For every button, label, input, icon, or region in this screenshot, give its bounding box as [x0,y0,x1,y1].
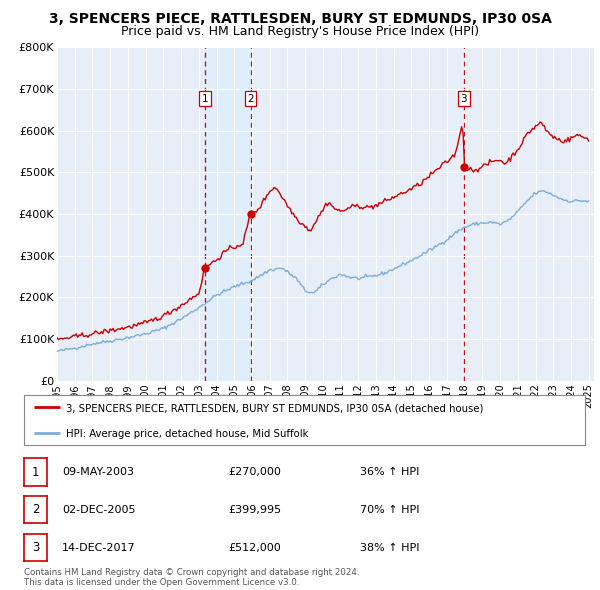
Text: 38% ↑ HPI: 38% ↑ HPI [360,543,419,552]
Text: 70% ↑ HPI: 70% ↑ HPI [360,505,419,514]
Text: HPI: Average price, detached house, Mid Suffolk: HPI: Average price, detached house, Mid … [66,430,308,440]
Text: 1: 1 [202,94,208,104]
Text: £512,000: £512,000 [228,543,281,552]
Text: Contains HM Land Registry data © Crown copyright and database right 2024.
This d: Contains HM Land Registry data © Crown c… [24,568,359,587]
Text: 02-DEC-2005: 02-DEC-2005 [62,505,136,514]
Text: 3: 3 [460,94,467,104]
Text: £270,000: £270,000 [228,467,281,477]
Text: 3, SPENCERS PIECE, RATTLESDEN, BURY ST EDMUNDS, IP30 0SA: 3, SPENCERS PIECE, RATTLESDEN, BURY ST E… [49,12,551,26]
Bar [205,47,251,381]
Text: £399,995: £399,995 [228,505,281,514]
Text: 2: 2 [32,503,39,516]
Text: 3, SPENCERS PIECE, RATTLESDEN, BURY ST EDMUNDS, IP30 0SA (detached house): 3, SPENCERS PIECE, RATTLESDEN, BURY ST E… [66,404,484,414]
Text: 14-DEC-2017: 14-DEC-2017 [62,543,136,552]
Text: Price paid vs. HM Land Registry's House Price Index (HPI): Price paid vs. HM Land Registry's House … [121,25,479,38]
Text: 2: 2 [247,94,254,104]
Text: 3: 3 [32,541,39,554]
Text: 1: 1 [32,466,39,478]
Text: 09-MAY-2003: 09-MAY-2003 [62,467,134,477]
Text: 36% ↑ HPI: 36% ↑ HPI [360,467,419,477]
